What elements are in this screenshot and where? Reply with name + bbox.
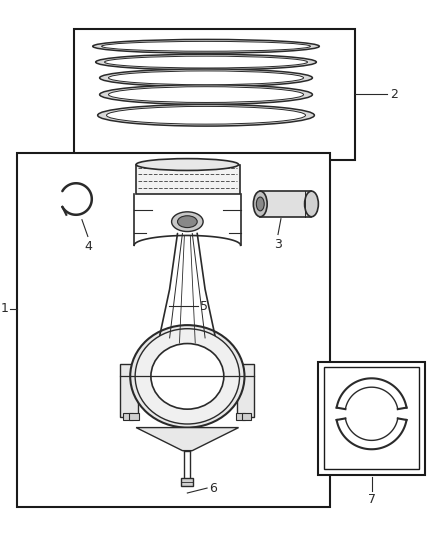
Ellipse shape [109,71,304,85]
Bar [120,364,138,417]
Ellipse shape [95,54,316,70]
Bar [318,361,425,475]
Ellipse shape [177,216,197,228]
Ellipse shape [151,344,224,409]
Polygon shape [136,427,239,450]
Bar [241,413,251,419]
Bar [74,29,355,159]
Ellipse shape [105,56,307,68]
Bar [236,413,245,419]
Text: 4: 4 [84,240,92,253]
Ellipse shape [130,325,244,427]
Ellipse shape [253,191,267,217]
Text: 7: 7 [367,492,376,506]
Ellipse shape [172,212,203,231]
Bar [324,367,419,469]
Bar [136,165,240,194]
Ellipse shape [135,329,240,424]
Ellipse shape [136,159,239,171]
Bar [124,413,133,419]
Bar [181,478,193,486]
Ellipse shape [256,197,264,211]
Text: 3: 3 [274,238,282,252]
Ellipse shape [99,85,312,104]
Ellipse shape [98,104,314,126]
Ellipse shape [102,42,311,51]
Ellipse shape [93,39,319,53]
Text: 1: 1 [1,302,9,315]
Ellipse shape [99,69,312,87]
Bar [237,364,254,417]
Ellipse shape [106,107,306,124]
Text: 2: 2 [390,87,398,101]
Text: 6: 6 [209,482,217,495]
Ellipse shape [304,191,318,217]
Bar [260,191,311,217]
Text: 5: 5 [200,300,208,313]
Bar [129,413,139,419]
Ellipse shape [109,87,304,102]
Bar [17,153,330,507]
